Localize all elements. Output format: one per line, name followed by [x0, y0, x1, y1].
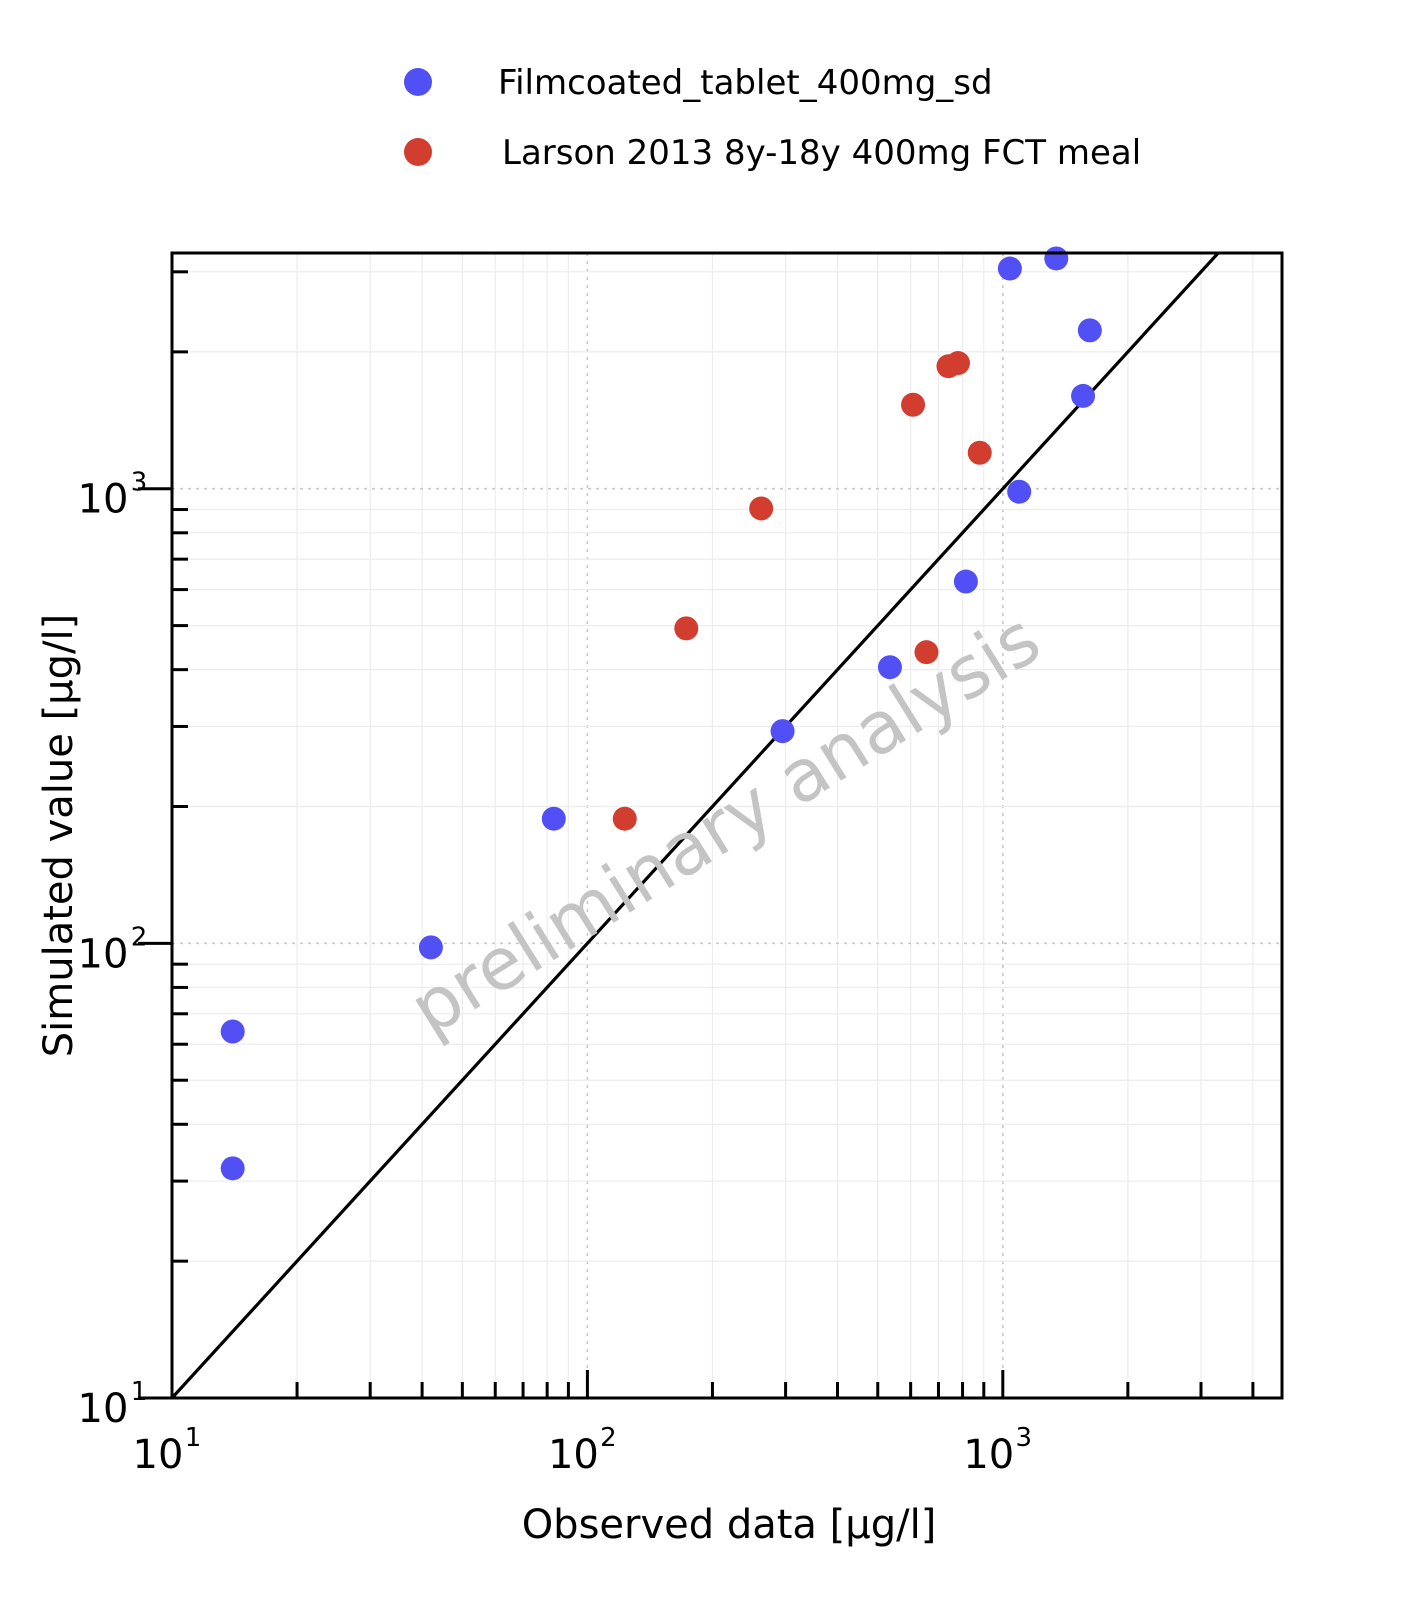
x-tick-label-base: 10	[548, 1432, 599, 1478]
x-tick-label-exponent: 3	[1016, 1423, 1033, 1453]
y-tick-label: 10 3	[78, 468, 148, 523]
y-tick-label: 10 2	[78, 922, 148, 977]
data-point-series-2	[749, 496, 774, 521]
identity-line	[170, 251, 1220, 1400]
x-tick-label: 10 2	[548, 1423, 617, 1478]
data-point-series-2	[612, 806, 637, 831]
y-tick-label-exponent: 1	[131, 1377, 148, 1407]
data-point-series-1	[1077, 318, 1102, 343]
legend-label: Filmcoated_tablet_400mg_sd	[498, 63, 993, 103]
x-tick-label: 10 3	[963, 1423, 1032, 1478]
data-point-series-1	[418, 935, 443, 960]
legend-marker	[404, 138, 432, 166]
plot-frame	[170, 251, 1284, 1400]
data-point-series-2	[674, 616, 699, 641]
data-point-series-1	[770, 719, 795, 744]
data-point-series-1	[1044, 246, 1069, 271]
legend-marker	[404, 68, 432, 96]
data-point-series-2	[967, 440, 992, 465]
data-point-series-1	[220, 1156, 245, 1181]
y-tick-label-exponent: 2	[131, 922, 148, 952]
y-axis-label: Simulated value [µg/l]	[36, 614, 82, 1057]
y-tick-label: 10 1	[78, 1377, 148, 1432]
y-tick-label-base: 10	[78, 477, 129, 523]
data-point-series-2	[901, 392, 926, 417]
legend-entry: Filmcoated_tablet_400mg_sd	[404, 63, 993, 103]
legend-entry: Larson 2013 8y-18y 400mg FCT meal	[404, 133, 1141, 173]
data-point-series-1	[953, 569, 978, 594]
legend: Filmcoated_tablet_400mg_sd Larson 2013 8y…	[404, 63, 1141, 173]
data-point-series-2	[945, 351, 970, 376]
x-tick-label-exponent: 2	[600, 1423, 617, 1453]
x-tick-label: 10 1	[133, 1423, 202, 1478]
x-tick-label-base: 10	[963, 1432, 1014, 1478]
data-point-series-1	[997, 256, 1022, 281]
y-tick-label-base: 10	[78, 1386, 129, 1432]
x-axis-label: Observed data [µg/l]	[522, 1502, 937, 1548]
data-point-series-1	[1071, 383, 1096, 408]
legend-label: Larson 2013 8y-18y 400mg FCT meal	[502, 133, 1141, 173]
y-tick-label-exponent: 3	[131, 468, 148, 498]
y-tick-label-base: 10	[78, 931, 129, 977]
data-point-series-1	[1007, 479, 1032, 504]
data-point-series-2	[914, 640, 939, 665]
data-point-series-1	[541, 806, 566, 831]
data-point-series-1	[220, 1019, 245, 1044]
x-tick-label-base: 10	[133, 1432, 184, 1478]
data-point-series-1	[877, 655, 902, 680]
x-tick-label-exponent: 1	[185, 1423, 202, 1453]
